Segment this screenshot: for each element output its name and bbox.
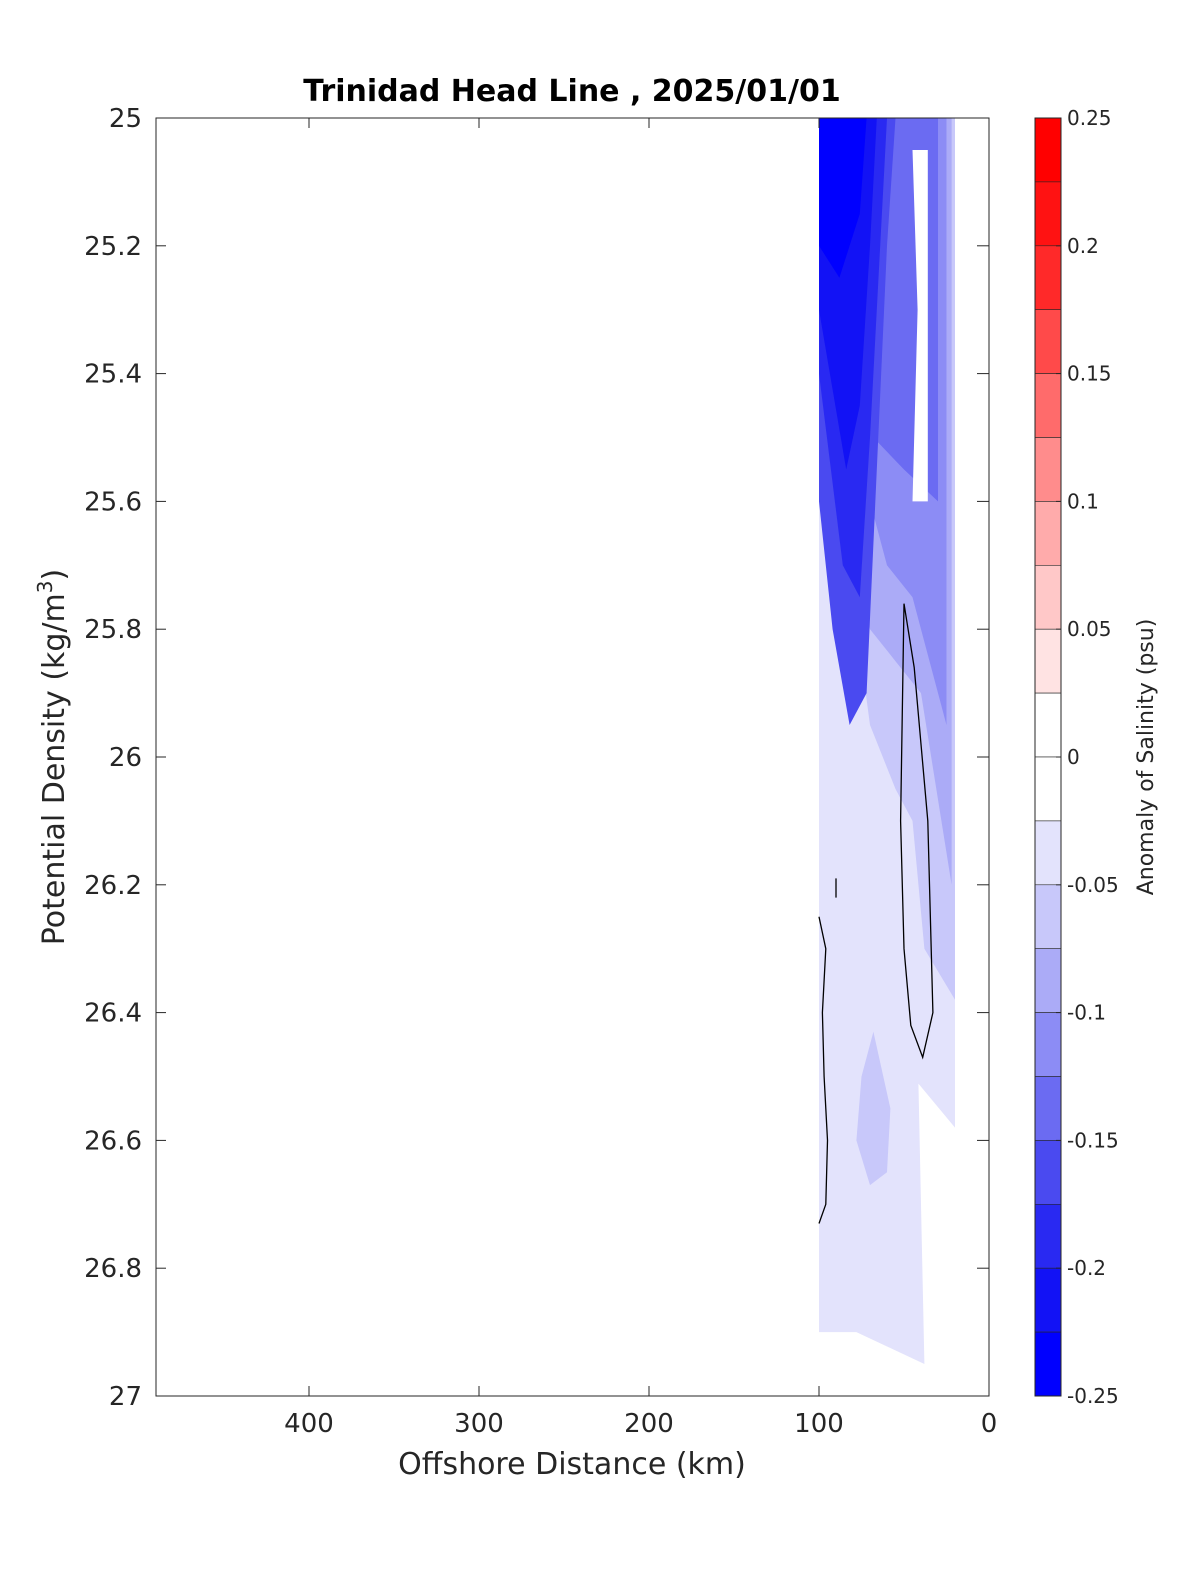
x-tick-label: 400 xyxy=(284,1409,334,1439)
x-tick-label: 100 xyxy=(794,1409,844,1439)
colorbar-segment xyxy=(1034,501,1062,566)
colorbar-segment xyxy=(1034,1140,1062,1205)
colorbar-tick-label: -0.05 xyxy=(1067,873,1119,897)
colorbar-tick-label: 0.15 xyxy=(1067,362,1112,386)
y-tick-label: 26.6 xyxy=(84,1126,142,1156)
colorbar-segment xyxy=(1034,628,1062,694)
chart-title: Trinidad Head Line , 2025/01/01 xyxy=(303,74,840,109)
x-tick-label: 0 xyxy=(981,1409,998,1439)
colorbar-segment xyxy=(1034,245,1062,311)
contour-region-9 xyxy=(819,118,867,278)
y-tick-label: 26.8 xyxy=(84,1254,142,1284)
colorbar-tick-label: 0.05 xyxy=(1067,617,1112,641)
y-axis-label-tail: ) xyxy=(37,569,72,581)
colorbar-tick-label: -0.15 xyxy=(1067,1128,1119,1152)
y-tick-label: 26.2 xyxy=(84,871,142,901)
colorbar-segment xyxy=(1034,1204,1062,1269)
y-tick-label: 25.2 xyxy=(84,232,142,262)
x-tick-label: 200 xyxy=(624,1409,674,1439)
x-axis-label: Offshore Distance (km) xyxy=(398,1447,746,1482)
colorbar-segment xyxy=(1034,117,1062,183)
colorbar-segment xyxy=(1034,884,1062,949)
colorbar-segment xyxy=(1034,820,1062,886)
zero-contour-line-0 xyxy=(899,603,934,1060)
colorbar-tick-label: -0.25 xyxy=(1067,1384,1119,1408)
colorbar-segment xyxy=(1034,756,1062,822)
y-axis-label-main: Potential Density (kg/m xyxy=(37,593,72,945)
colorbar-segment xyxy=(1034,692,1062,758)
y-tick-label: 26.4 xyxy=(84,999,142,1029)
colorbar-segment xyxy=(1034,1076,1062,1141)
y-tick-label: 27 xyxy=(109,1382,142,1412)
zero-contour-line-1 xyxy=(818,916,829,1224)
y-tick-label: 25.4 xyxy=(84,360,142,390)
colorbar-tick-label: 0.2 xyxy=(1067,234,1099,258)
colorbar: 0.25 0.2 0.15 0.1 0.05 0 -0.05 -0.1 -0.15 -0.2 -0.… xyxy=(1034,106,1119,1408)
y-axis-label-superscript: 3 xyxy=(33,580,57,593)
colorbar-segment xyxy=(1034,373,1062,438)
contour-region-2 xyxy=(856,1031,891,1186)
colorbar-segment xyxy=(1034,181,1062,247)
y-tick-label: 25 xyxy=(109,104,142,134)
y-tick-label: 26 xyxy=(109,743,142,773)
x-axis: 400 300 200 100 0 xyxy=(284,118,997,1439)
plot-fills xyxy=(819,118,955,1364)
colorbar-segment xyxy=(1034,564,1062,630)
colorbar-segment xyxy=(1034,1012,1062,1077)
y-axis: 25 25.2 25.4 25.6 25.8 26 26.2 26.4 26.6 26.8 27 xyxy=(84,104,989,1412)
colorbar-segment xyxy=(1034,1267,1062,1333)
zero-region-0 xyxy=(912,150,928,502)
colorbar-label: Anomaly of Salinity (psu) xyxy=(1134,619,1159,896)
x-tick-label: 300 xyxy=(454,1409,504,1439)
y-axis-label: Potential Density (kg/m3) xyxy=(33,569,72,945)
y-tick-label: 25.6 xyxy=(84,487,142,517)
colorbar-tick-label: 0.1 xyxy=(1067,489,1099,513)
colorbar-tick-label: 0 xyxy=(1067,745,1080,769)
colorbar-tick-label: -0.2 xyxy=(1067,1256,1106,1280)
y-tick-label: 25.8 xyxy=(84,615,142,645)
colorbar-segment xyxy=(1034,437,1062,502)
colorbar-segment xyxy=(1034,1331,1062,1397)
colorbar-segment xyxy=(1034,309,1062,374)
plot-contours xyxy=(818,603,934,1224)
colorbar-segment xyxy=(1034,948,1062,1013)
colorbar-tick-label: 0.25 xyxy=(1067,106,1112,130)
colorbar-tick-label: -0.1 xyxy=(1067,1001,1106,1025)
